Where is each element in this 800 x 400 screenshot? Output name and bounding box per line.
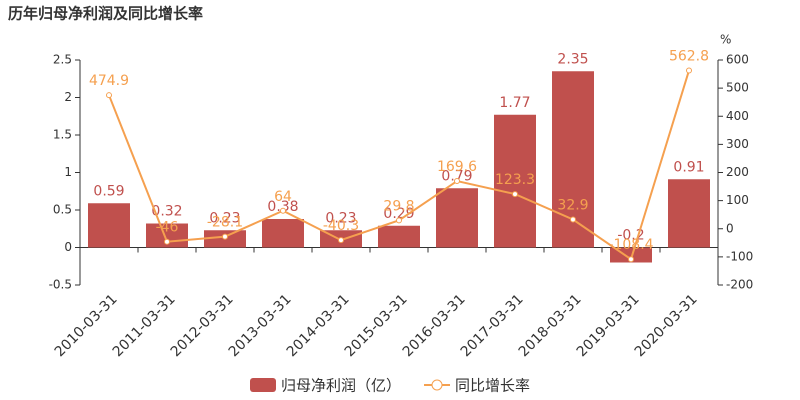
bar-value-label: 0.91 — [673, 159, 704, 175]
line-value-label: -46 — [156, 220, 179, 236]
y2-tick-label: -100 — [726, 249, 753, 263]
bar-value-label: 0.38 — [267, 199, 298, 215]
y2-tick-label: 400 — [726, 109, 749, 123]
line-value-label: -40.3 — [323, 218, 359, 234]
y-tick-label: 0 — [64, 240, 72, 254]
line-value-label: 123.3 — [495, 172, 535, 188]
line-value-label: -108.4 — [608, 237, 653, 253]
y2-tick-label: -200 — [726, 278, 753, 292]
line-value-label: 474.9 — [89, 73, 129, 89]
y-tick-label: 2.5 — [53, 53, 72, 67]
bar-value-label: 0.32 — [151, 204, 182, 220]
bar-value-label: 1.77 — [499, 95, 530, 111]
y2-tick-label: 500 — [726, 81, 749, 95]
y2-tick-label: 200 — [726, 165, 749, 179]
line-point — [396, 217, 402, 224]
legend-label: 同比增长率 — [455, 377, 530, 395]
line-point — [222, 233, 228, 240]
line-point — [628, 256, 634, 263]
line-point — [686, 67, 692, 74]
bar-value-label: 0.29 — [383, 206, 414, 222]
bar-value-label: 0.59 — [93, 183, 124, 199]
y-tick-label: 1.5 — [53, 128, 72, 142]
x-tick-label: 2020-03-31 — [632, 291, 701, 360]
line-value-label: 32.9 — [557, 197, 588, 213]
line-point — [570, 216, 576, 223]
bar-value-label: 0.23 — [325, 210, 356, 226]
y2-tick-label: 0 — [726, 221, 734, 235]
legend-label: 归母净利润（亿） — [281, 377, 401, 395]
line-point — [164, 238, 170, 245]
chart-title: 历年归母净利润及同比增长率 — [8, 5, 203, 23]
bar — [494, 114, 536, 248]
line-value-label: 562.8 — [669, 48, 709, 64]
line-point — [280, 207, 286, 214]
y2-axis-label: % — [720, 33, 731, 47]
bar — [668, 179, 710, 248]
legend-swatch — [431, 379, 443, 391]
line-value-label: -28.1 — [207, 215, 243, 231]
y-tick-label: 2 — [64, 90, 72, 104]
y2-tick-label: 300 — [726, 137, 749, 151]
line-value-label: 169.6 — [437, 159, 477, 175]
bar — [88, 203, 130, 248]
y-tick-label: -0.5 — [49, 278, 72, 292]
line-point — [512, 191, 518, 198]
bar-value-label: 0.79 — [441, 168, 472, 184]
line-point — [338, 237, 344, 244]
bar — [378, 225, 420, 248]
y2-tick-label: 100 — [726, 193, 749, 207]
line-point — [106, 92, 112, 99]
line-value-label: 29.8 — [383, 198, 414, 214]
bar — [436, 188, 478, 248]
bar-value-label: 2.35 — [557, 51, 588, 67]
y2-tick-label: 600 — [726, 53, 749, 67]
legend-swatch — [250, 378, 276, 392]
bar — [262, 219, 304, 248]
y-tick-label: 0.5 — [53, 203, 72, 217]
line-value-label: 64 — [274, 189, 292, 205]
line-point — [454, 178, 460, 185]
bar-value-label: 0.23 — [209, 210, 240, 226]
y-tick-label: 1 — [64, 165, 72, 179]
